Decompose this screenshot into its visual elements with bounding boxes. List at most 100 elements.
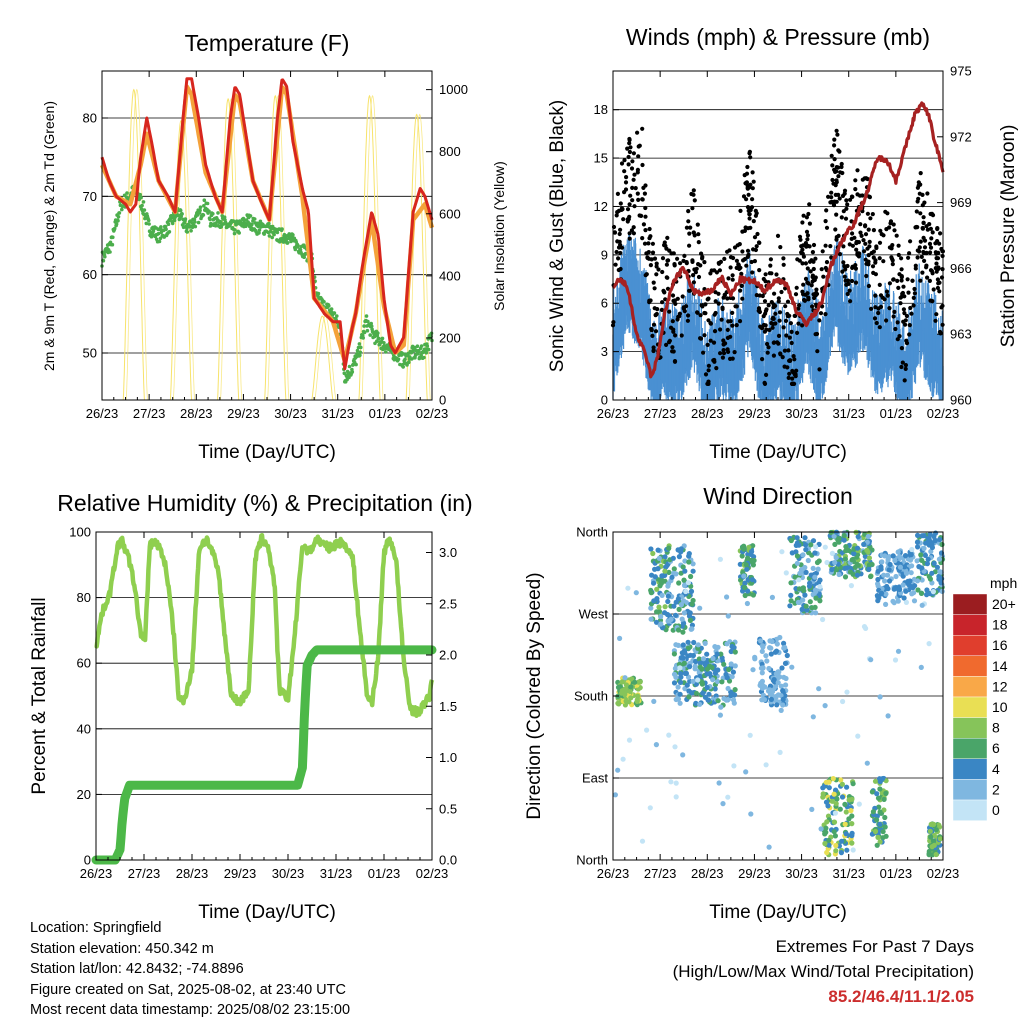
gust-point	[834, 178, 839, 183]
y-tick-label: 0	[84, 853, 91, 868]
gust-point	[814, 302, 819, 307]
direction-point	[927, 838, 933, 844]
gust-point	[725, 327, 730, 332]
x-tick-label: 27/23	[644, 866, 677, 881]
direction-point	[676, 606, 682, 613]
y2-tick-label: 200	[439, 330, 461, 345]
station-info: Location: Springfield Station elevation:…	[30, 918, 350, 1021]
y-tick-label: 20	[77, 787, 91, 802]
dewpoint-point	[147, 222, 151, 226]
gust-point	[828, 200, 833, 205]
direction-point	[926, 641, 932, 647]
direction-point	[628, 684, 634, 690]
gust-point	[928, 268, 934, 273]
gust-point	[751, 179, 756, 184]
gust-point	[730, 296, 736, 301]
gust-point	[891, 314, 896, 319]
dewpoint-point	[365, 328, 370, 333]
gust-point	[834, 199, 839, 204]
dewpoint-point	[202, 198, 207, 202]
gust-point	[742, 228, 748, 233]
dewpoint-point	[270, 235, 275, 240]
direction-point	[777, 634, 783, 641]
dewpoint-point	[205, 201, 210, 206]
direction-point	[675, 596, 682, 602]
x-tick-label: 27/23	[128, 866, 161, 881]
direction-point	[697, 605, 703, 611]
gust-point	[853, 280, 859, 285]
gust-point	[694, 266, 699, 271]
direction-point	[749, 558, 755, 565]
gust-point	[664, 342, 669, 347]
direction-point	[849, 821, 855, 827]
gust-point	[815, 349, 820, 354]
direction-point	[712, 644, 718, 650]
gust-point	[785, 314, 791, 319]
gust-point	[739, 283, 744, 288]
gust-point	[920, 203, 925, 208]
gust-point	[930, 271, 935, 276]
direction-point	[690, 561, 696, 567]
gust-point	[901, 307, 907, 312]
gust-point	[823, 243, 828, 248]
gust-point	[716, 291, 721, 296]
gust-point	[830, 163, 835, 168]
gust-point	[627, 231, 632, 236]
direction-point	[681, 577, 687, 583]
gust-point	[771, 353, 777, 358]
direction-point	[648, 605, 654, 611]
gust-point	[908, 239, 913, 244]
dewpoint-point	[426, 347, 431, 352]
gust-point	[618, 250, 623, 256]
dewpoint-point	[180, 212, 184, 216]
gust-point	[650, 241, 656, 246]
gust-point	[766, 345, 771, 350]
direction-point	[721, 661, 727, 667]
direction-point	[803, 603, 809, 609]
gust-point	[934, 269, 939, 274]
gust-point	[713, 299, 718, 304]
direction-point	[831, 533, 837, 539]
gust-point	[853, 263, 858, 268]
gust-point	[665, 235, 670, 240]
direction-point	[747, 732, 753, 738]
gust-point	[829, 153, 834, 158]
direction-point	[623, 698, 629, 704]
legend-label: 10	[992, 699, 1008, 715]
dewpoint-point	[368, 333, 373, 337]
direction-point	[648, 590, 654, 596]
gust-point	[712, 329, 718, 334]
direction-point	[831, 791, 837, 797]
gust-point	[841, 260, 846, 265]
gust-point	[856, 251, 861, 256]
x-tick-label: 02/23	[416, 866, 449, 881]
gust-point	[877, 282, 882, 287]
gust-point	[757, 240, 762, 245]
gust-point	[783, 304, 788, 309]
y-tick-label: North	[576, 853, 608, 868]
gust-point	[800, 261, 805, 266]
direction-point	[665, 598, 671, 605]
gust-point	[874, 244, 879, 249]
dewpoint-point	[414, 348, 418, 353]
direction-point	[687, 617, 694, 624]
gust-point	[878, 293, 884, 298]
gust-point	[895, 320, 900, 325]
direction-point	[659, 573, 665, 579]
direction-point	[921, 545, 927, 552]
gust-point	[831, 203, 837, 208]
gust-point	[675, 296, 680, 301]
direction-point	[746, 544, 752, 551]
y2-tick-label: 3.0	[439, 545, 457, 560]
direction-point	[622, 691, 628, 697]
x-tick-label: 02/23	[416, 406, 449, 421]
x-tick-label: 29/23	[224, 866, 257, 881]
dewpoint-point	[369, 324, 374, 329]
gust-point	[819, 267, 824, 272]
gust-point	[885, 293, 890, 298]
direction-point	[680, 564, 686, 570]
direction-point	[844, 847, 850, 853]
gust-point	[761, 314, 766, 319]
gust-point	[627, 149, 633, 155]
